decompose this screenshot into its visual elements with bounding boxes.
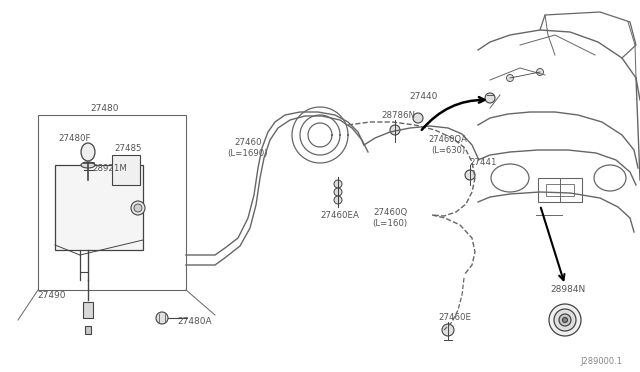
Text: 27480A: 27480A [178, 317, 212, 327]
Bar [85, 326, 91, 334]
Circle shape [156, 312, 168, 324]
Circle shape [563, 317, 568, 323]
Ellipse shape [81, 162, 95, 168]
Text: 27460EA: 27460EA [321, 211, 360, 219]
Circle shape [334, 188, 342, 196]
Text: 27485: 27485 [115, 144, 141, 153]
Circle shape [334, 180, 342, 188]
Text: J289000.1: J289000.1 [580, 357, 622, 366]
Bar [538, 178, 582, 202]
Text: 28921M: 28921M [93, 164, 127, 173]
Circle shape [131, 201, 145, 215]
Bar [38, 115, 186, 290]
Ellipse shape [81, 143, 95, 161]
Circle shape [506, 74, 513, 81]
Circle shape [549, 304, 581, 336]
Text: 27441: 27441 [469, 157, 497, 167]
Circle shape [536, 68, 543, 76]
Circle shape [134, 204, 142, 212]
Circle shape [413, 113, 423, 123]
Text: 27460QA
(L=630): 27460QA (L=630) [429, 135, 467, 155]
Circle shape [554, 309, 576, 331]
Circle shape [485, 93, 495, 103]
Text: 28786N: 28786N [381, 110, 415, 119]
Text: 27460
(L=1690): 27460 (L=1690) [228, 138, 268, 158]
Circle shape [334, 196, 342, 204]
Circle shape [465, 170, 475, 180]
Text: 27480: 27480 [91, 103, 119, 112]
Circle shape [559, 314, 571, 326]
Bar [83, 302, 93, 318]
FancyBboxPatch shape [55, 165, 143, 250]
Text: 27490: 27490 [38, 292, 67, 301]
Text: 27440: 27440 [410, 92, 438, 100]
Bar [112, 155, 140, 185]
Circle shape [390, 125, 400, 135]
Text: 28984N: 28984N [550, 285, 586, 295]
Bar [546, 184, 574, 196]
Text: 27460E: 27460E [438, 314, 472, 323]
Text: 27460Q
(L=160): 27460Q (L=160) [372, 208, 408, 228]
Text: 27480F: 27480F [59, 134, 92, 142]
Circle shape [442, 324, 454, 336]
